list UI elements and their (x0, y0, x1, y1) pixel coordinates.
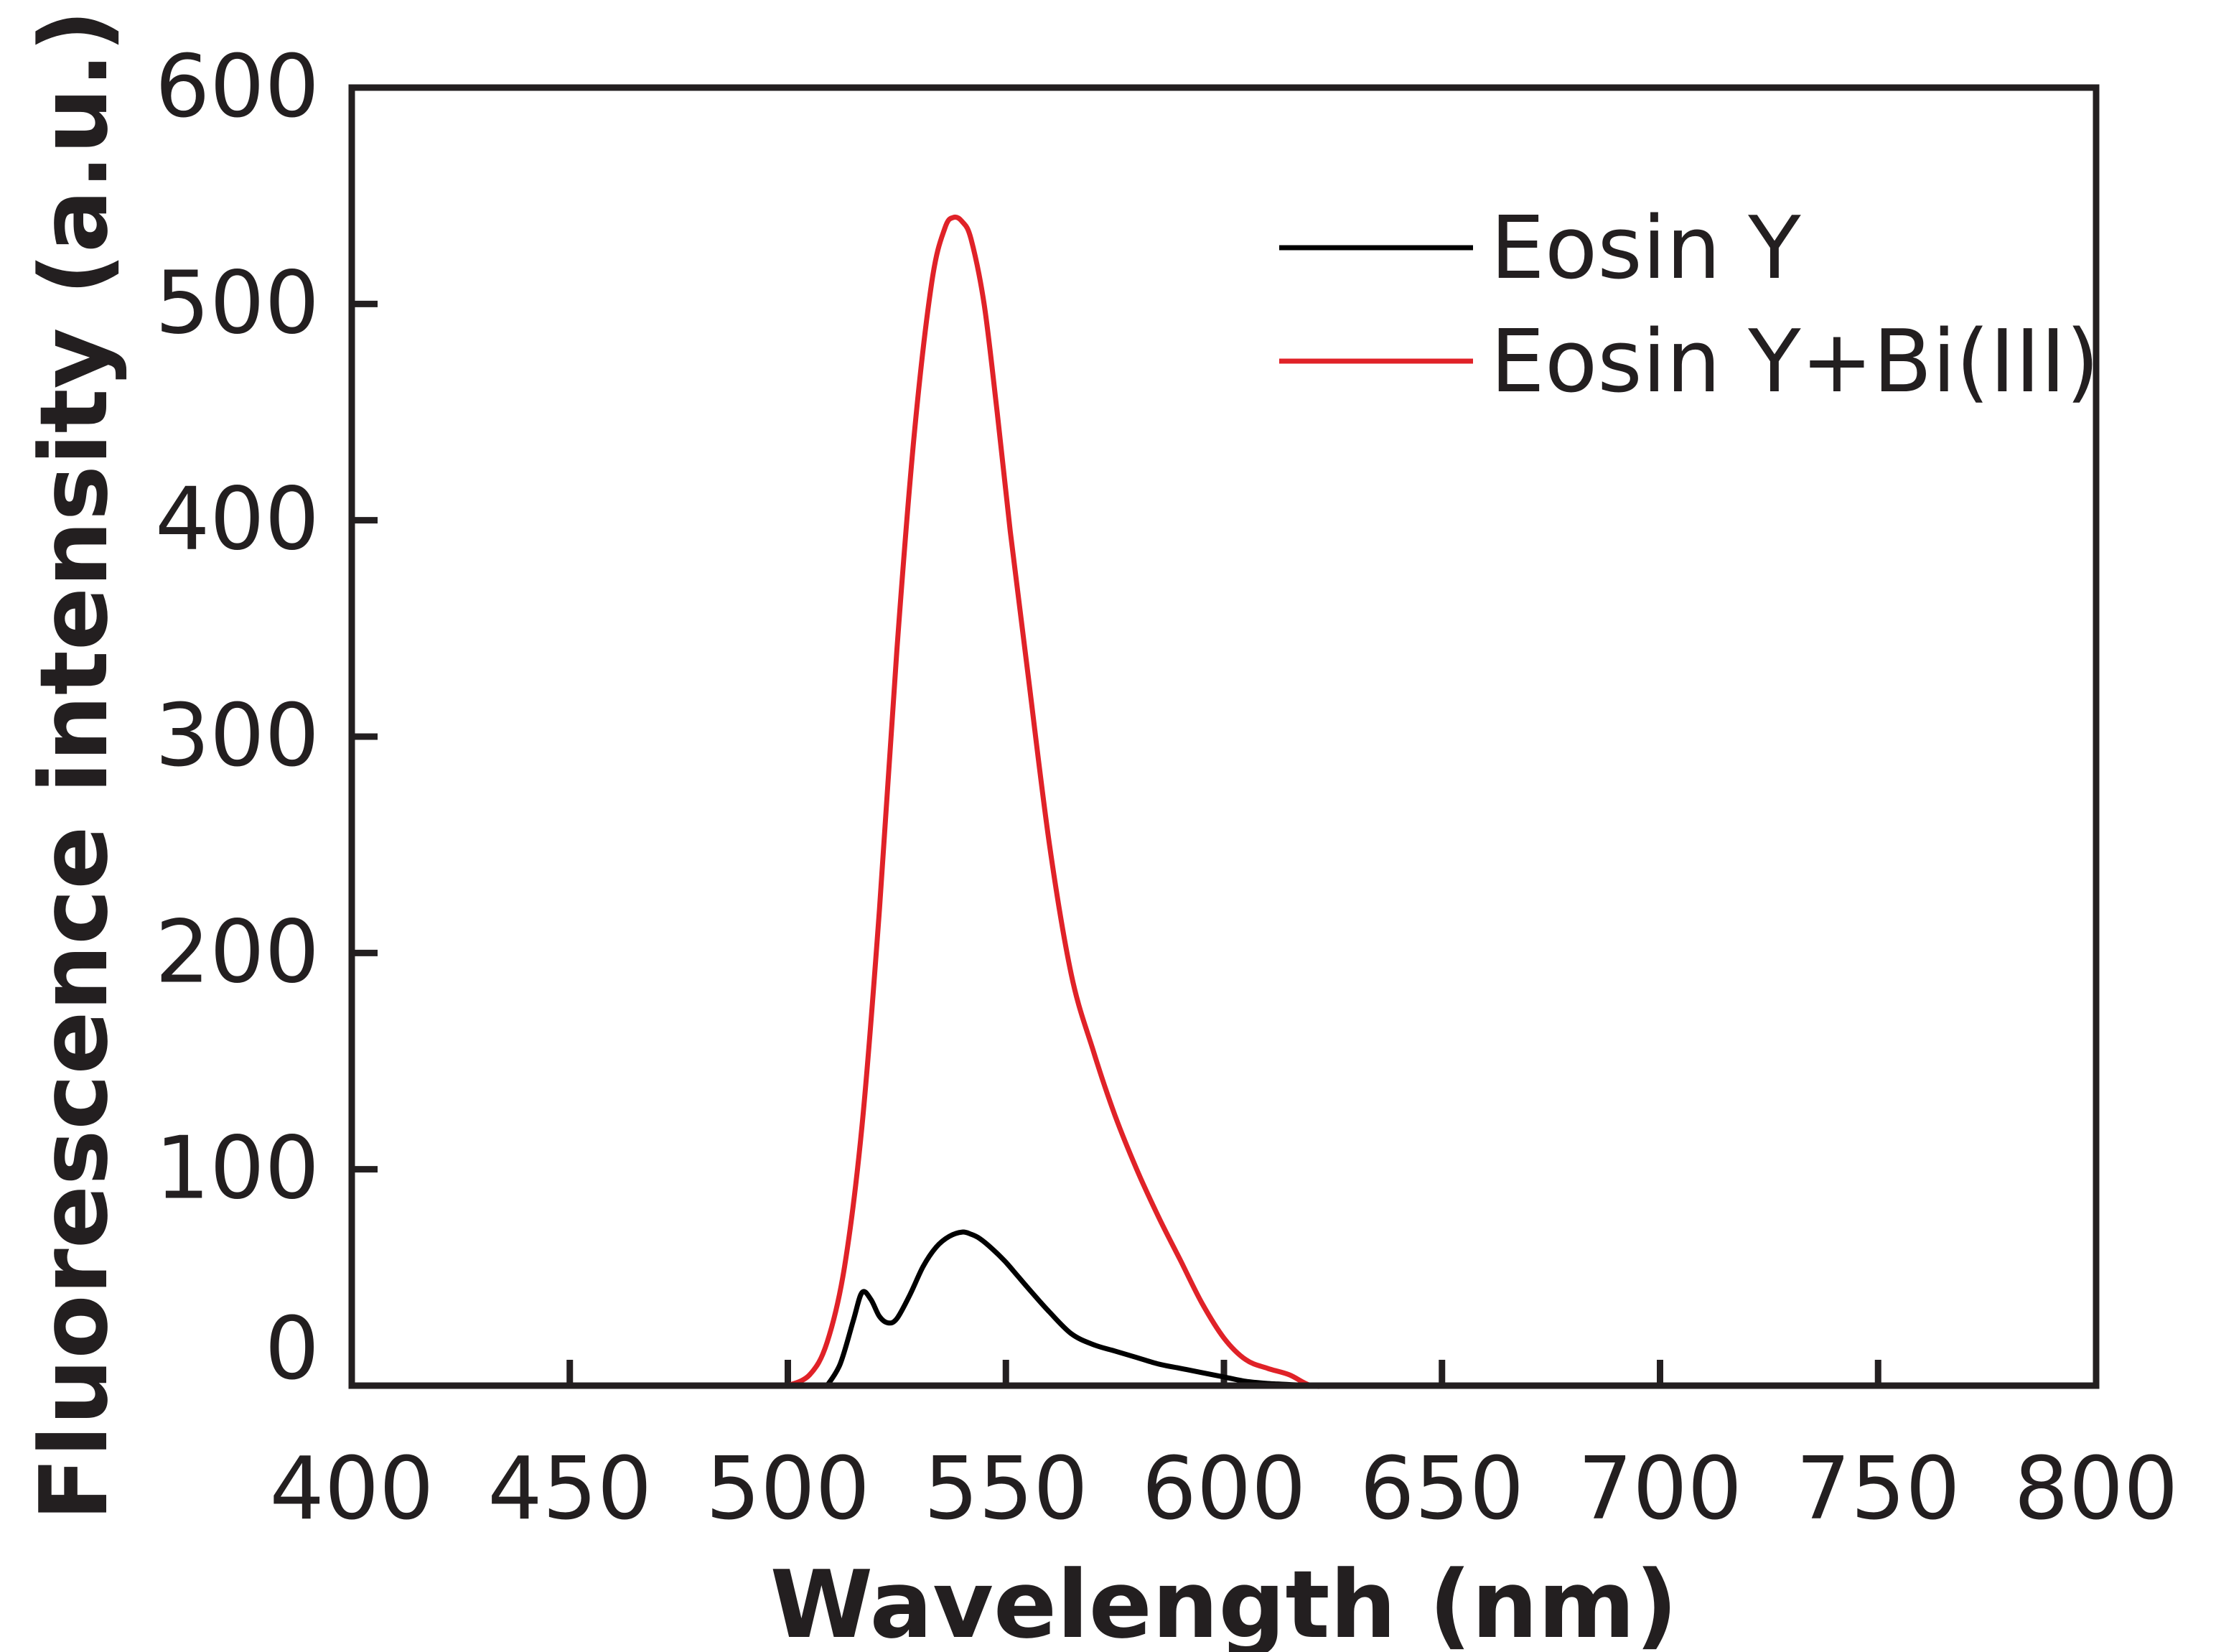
x-tick-labels: 400 450 500 550 600 650 700 750 800 (269, 1439, 2178, 1539)
y-tick-label: 400 (155, 470, 319, 570)
series-lines (785, 214, 1567, 1389)
x-tick-label: 500 (706, 1439, 870, 1539)
y-axis-title: Fluorescence intensity (a.u.) (19, 9, 128, 1521)
y-tick-label: 300 (155, 686, 319, 786)
x-tick-label: 550 (924, 1439, 1088, 1539)
eosin-y-bi-line (785, 214, 1567, 1389)
plot-frame (348, 84, 2100, 1389)
x-tick-label: 700 (1578, 1439, 1742, 1539)
x-axis-title: Wavelength (nm) (770, 1550, 1678, 1652)
x-tick-label: 600 (1141, 1439, 1306, 1539)
y-tick-label: 0 (265, 1299, 319, 1399)
legend: Eosin Y Eosin Y+Bi(III) (1279, 199, 2100, 412)
y-tick-label: 500 (155, 253, 319, 353)
y-tick-label: 600 (155, 37, 319, 137)
y-tick-labels: 0 100 200 300 400 500 600 (155, 37, 319, 1399)
x-tick-label: 750 (1796, 1439, 1960, 1539)
legend-label: Eosin Y (1490, 199, 1801, 299)
eosin-y-line (824, 1229, 1357, 1389)
y-tick-label: 200 (155, 902, 319, 1002)
x-tick-label: 800 (2014, 1439, 2178, 1539)
y-tick-label: 100 (155, 1119, 319, 1219)
x-tick-label: 650 (1360, 1439, 1524, 1539)
x-tick-label: 400 (269, 1439, 434, 1539)
legend-label: Eosin Y+Bi(III) (1490, 312, 2100, 412)
y-axis-ticks (352, 84, 378, 1389)
x-tick-label: 450 (487, 1439, 652, 1539)
x-axis-ticks (348, 1360, 2100, 1386)
